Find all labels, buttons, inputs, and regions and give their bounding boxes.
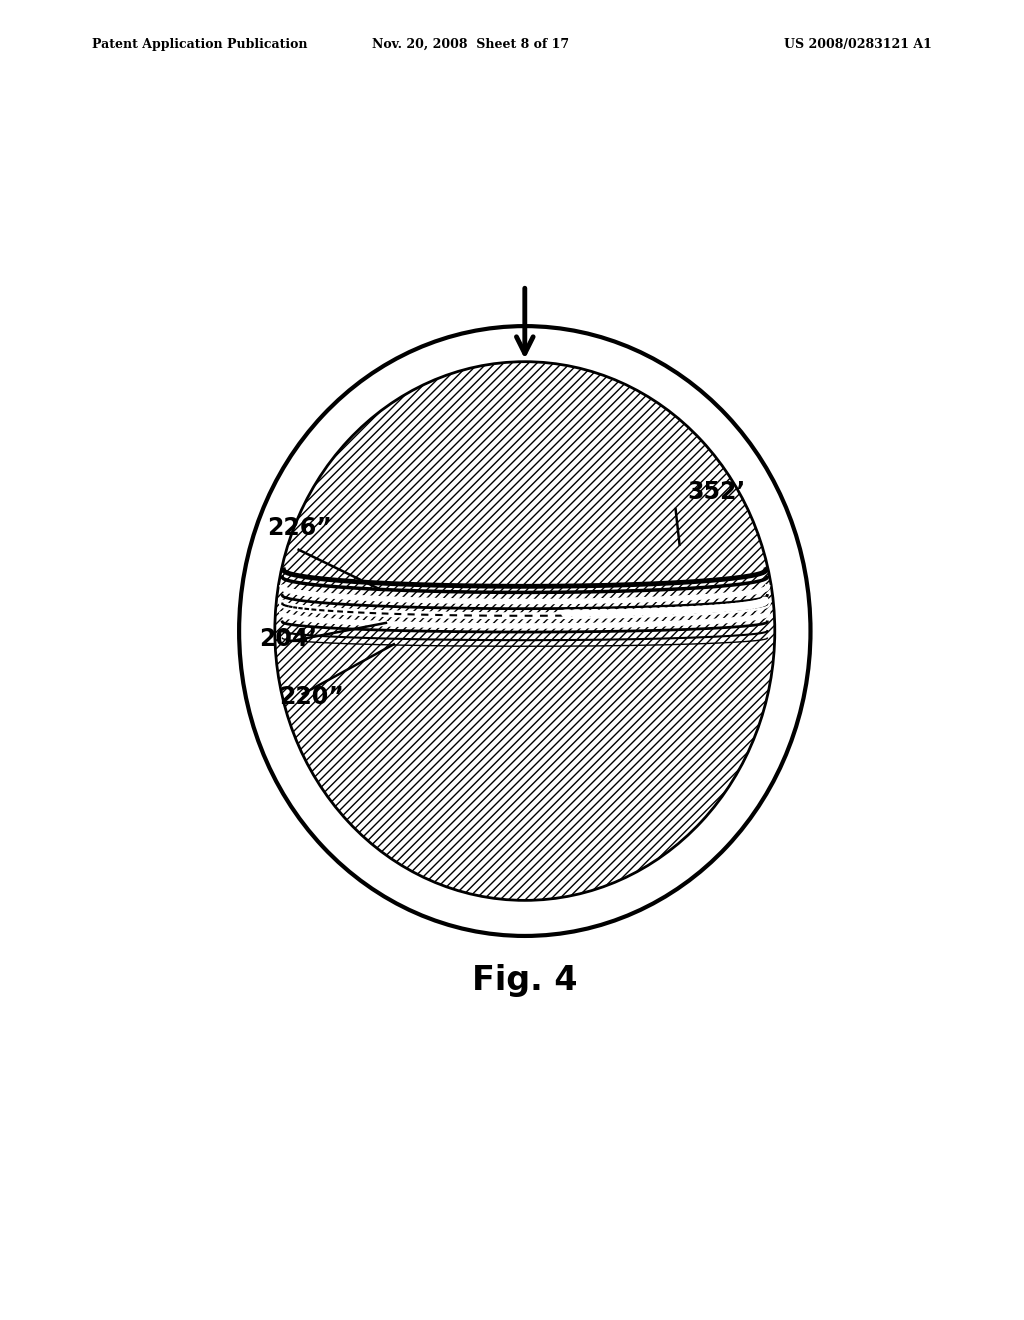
- Text: Fig. 4: Fig. 4: [472, 964, 578, 997]
- Text: Nov. 20, 2008  Sheet 8 of 17: Nov. 20, 2008 Sheet 8 of 17: [373, 37, 569, 50]
- Text: Patent Application Publication: Patent Application Publication: [92, 37, 307, 50]
- Text: 352’: 352’: [687, 480, 745, 504]
- Ellipse shape: [274, 362, 775, 900]
- Text: 204’: 204’: [259, 627, 317, 651]
- Text: 220”: 220”: [279, 685, 343, 709]
- Text: US 2008/0283121 A1: US 2008/0283121 A1: [784, 37, 932, 50]
- Ellipse shape: [239, 326, 811, 936]
- Text: 226”: 226”: [267, 516, 332, 540]
